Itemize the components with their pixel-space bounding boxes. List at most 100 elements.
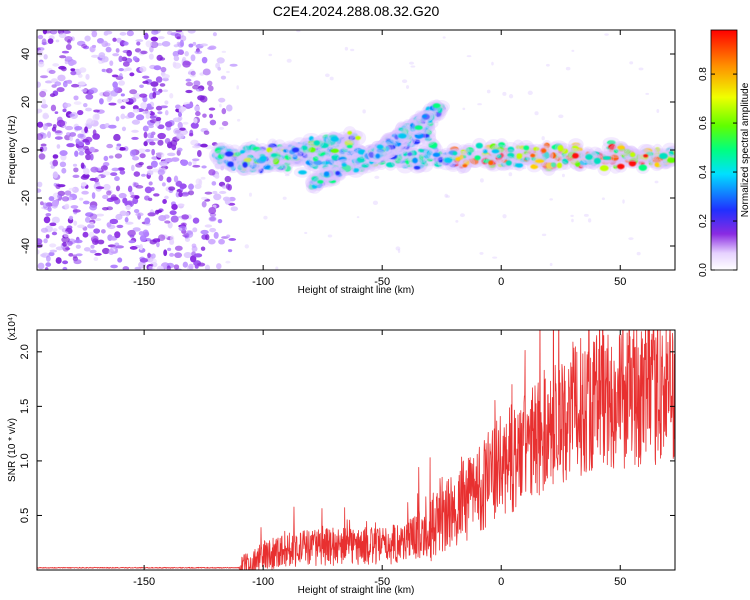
noise-blob	[118, 67, 124, 72]
noise-blob	[549, 262, 553, 266]
noise-blob	[157, 124, 165, 130]
noise-blob	[124, 217, 129, 223]
noise-blob	[244, 244, 250, 249]
x-tick-label: -50	[374, 576, 390, 588]
noise-blob	[185, 81, 194, 87]
noise-blob	[83, 168, 90, 175]
main-band-mark	[452, 151, 458, 156]
noise-blob	[169, 252, 175, 257]
noise-blob	[159, 57, 166, 61]
branch-mark	[249, 162, 257, 169]
noise-blob	[583, 213, 589, 217]
noise-blob	[100, 165, 109, 171]
noise-blob	[146, 103, 152, 110]
noise-blob	[190, 122, 199, 129]
noise-blob	[89, 204, 98, 211]
main-band-mark	[561, 148, 569, 154]
noise-blob	[43, 238, 48, 244]
noise-blob	[119, 170, 126, 175]
main-band-mark	[227, 161, 234, 167]
noise-blob	[85, 153, 92, 161]
noise-blob	[183, 252, 192, 259]
noise-blob	[218, 126, 225, 130]
noise-blob	[479, 251, 484, 255]
noise-blob	[249, 192, 252, 197]
y-tick-label: -20	[20, 190, 32, 206]
branch-mark	[424, 129, 432, 136]
noise-blob	[628, 237, 634, 241]
noise-blob	[107, 244, 117, 248]
main-band-mark	[638, 161, 645, 166]
noise-blob	[188, 190, 195, 196]
noise-blob	[142, 75, 150, 79]
noise-blob	[147, 212, 156, 217]
noise-blob	[110, 196, 119, 201]
noise-blob	[121, 56, 128, 62]
noise-blob	[190, 139, 199, 146]
noise-blob	[89, 87, 98, 94]
noise-blob	[42, 123, 48, 131]
main-band-mark	[497, 142, 506, 149]
branch-mark	[392, 141, 402, 147]
noise-blob	[119, 73, 123, 79]
noise-blob	[166, 265, 171, 270]
noise-blob	[61, 236, 70, 243]
noise-blob	[49, 93, 56, 98]
main-band-mark	[551, 152, 556, 159]
noise-blob	[374, 175, 380, 179]
snr-x-axis-label: Height of straight line (km)	[298, 585, 415, 596]
noise-blob	[192, 217, 200, 224]
noise-blob	[192, 158, 200, 162]
main-band-mark	[557, 144, 564, 152]
noise-blob	[165, 158, 174, 163]
main-band-mark	[572, 153, 579, 159]
noise-blob	[132, 156, 140, 161]
noise-blob	[188, 43, 194, 48]
noise-blob	[152, 87, 157, 92]
noise-blob	[459, 213, 465, 218]
noise-blob	[327, 234, 333, 238]
noise-blob	[115, 213, 123, 220]
noise-blob	[142, 229, 149, 237]
noise-blob	[91, 30, 98, 38]
noise-blob	[207, 238, 216, 245]
branch-mark	[384, 146, 390, 152]
noise-blob	[180, 222, 187, 227]
main-band-mark	[214, 147, 221, 154]
noise-blob	[197, 150, 202, 157]
noise-blob	[208, 107, 216, 111]
spectrogram-y-axis-label: Frequency (Hz)	[7, 116, 18, 185]
noise-blob	[125, 204, 131, 211]
noise-blob	[120, 93, 125, 97]
noise-blob	[442, 36, 446, 39]
noise-blob	[209, 113, 214, 119]
noise-blob	[106, 222, 112, 228]
noise-blob	[159, 83, 166, 87]
noise-blob	[185, 78, 192, 82]
noise-blob	[77, 147, 85, 152]
main-band-mark	[489, 143, 498, 150]
main-band-mark	[268, 143, 278, 149]
noise-blob	[84, 126, 88, 134]
noise-blob	[199, 43, 208, 47]
noise-blob	[37, 49, 44, 57]
noise-blob	[105, 46, 112, 53]
noise-blob	[120, 113, 126, 120]
main-band-mark	[531, 156, 536, 161]
main-band-mark	[434, 160, 443, 168]
noise-blob	[65, 125, 74, 131]
noise-blob	[80, 162, 85, 169]
noise-blob	[161, 182, 166, 187]
x-tick-label: -100	[252, 576, 274, 588]
noise-blob	[149, 258, 157, 264]
noise-blob	[200, 143, 208, 148]
noise-blob	[149, 111, 155, 116]
y-tick-label: 20	[20, 96, 32, 108]
noise-blob	[139, 258, 149, 263]
noise-blob	[155, 76, 163, 83]
noise-blob	[192, 41, 197, 46]
noise-blob	[119, 210, 127, 217]
noise-blob	[208, 216, 217, 222]
noise-blob	[208, 169, 216, 176]
noise-blob	[40, 103, 48, 109]
